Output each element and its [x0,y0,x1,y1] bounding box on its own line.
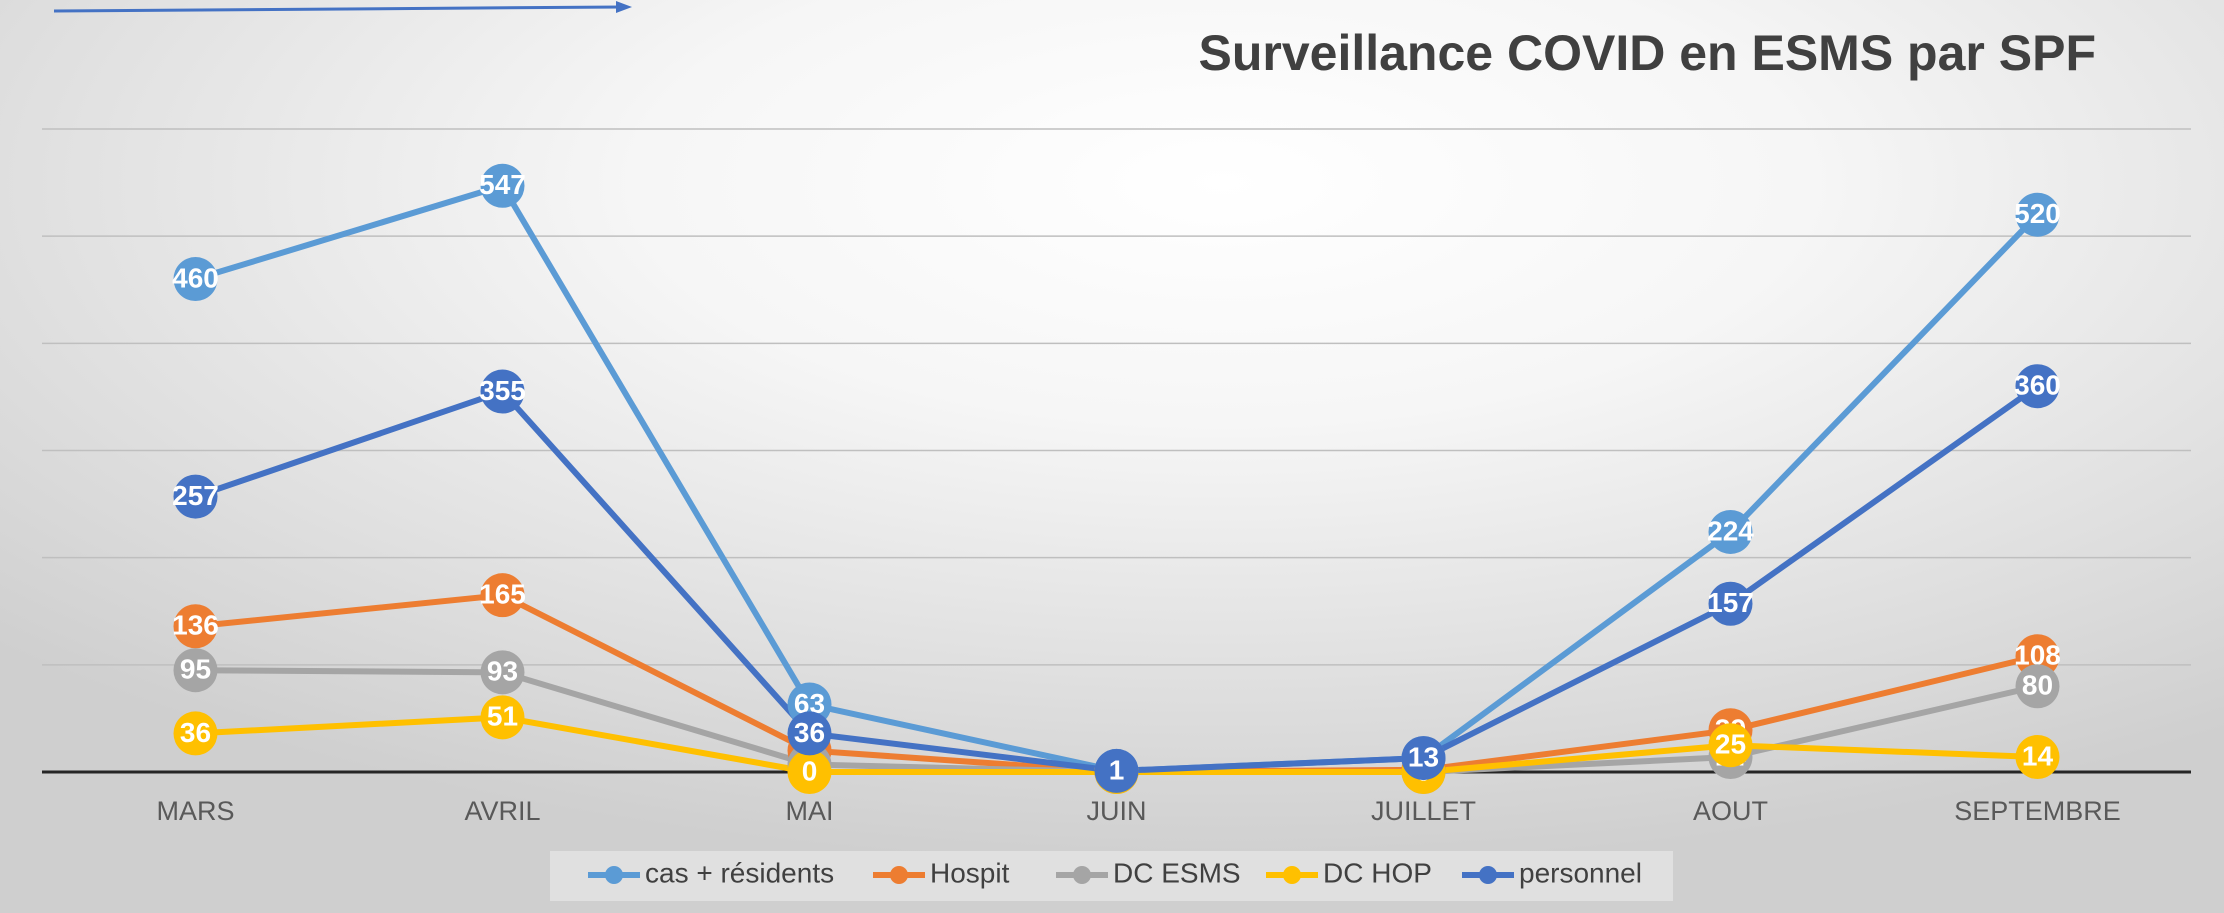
x-tick-label: JUIN [1087,796,1147,826]
data-label: 360 [2014,370,2061,401]
data-point [1094,748,1139,793]
data-label: 36 [180,717,211,748]
legend-label: DC HOP [1323,857,1432,888]
data-point [173,648,218,693]
data-label: 0 [802,755,818,786]
data-label: 36 [794,717,825,748]
data-label: 93 [487,656,518,687]
data-label: 165 [479,579,526,610]
decoration-arrow [616,1,632,13]
data-point [480,369,525,414]
data-label: 14 [2022,740,2054,771]
data-label: 257 [172,480,219,511]
data-label: 25 [1715,729,1746,760]
x-tick-label: MAI [785,796,833,826]
data-label: 157 [1707,587,1754,618]
data-point [173,257,218,302]
data-label: 547 [479,169,526,200]
x-tick-label: JUILLET [1371,796,1476,826]
data-label: 80 [2022,670,2053,701]
data-point [1708,581,1753,626]
data-label: 13 [1408,741,1439,772]
data-point [480,650,525,695]
data-label: 520 [2014,198,2061,229]
data-point [1708,723,1753,768]
data-point [2015,734,2060,779]
data-point [480,695,525,740]
data-point [787,711,832,756]
legend-label: personnel [1519,857,1642,888]
data-point [480,573,525,618]
data-label: 1 [1109,754,1125,785]
data-point [2015,664,2060,709]
legend-marker [1073,866,1091,884]
legend-label: Hospit [930,857,1010,888]
data-label: 95 [180,654,211,685]
legend-label: cas + résidents [645,857,834,888]
x-tick-label: AOUT [1693,796,1768,826]
data-point [2015,364,2060,409]
chart-title: Surveillance COVID en ESMS par SPF [1198,25,2096,81]
data-point [480,163,525,208]
x-tick-label: MARS [156,796,234,826]
data-label: 224 [1707,515,1754,546]
data-point [173,711,218,756]
legend-marker [1283,866,1301,884]
legend-marker [1479,866,1497,884]
x-tick-label: AVRIL [464,796,540,826]
data-label: 51 [487,701,518,732]
x-tick-label: SEPTEMBRE [1954,796,2121,826]
data-point [173,474,218,519]
data-point [1708,509,1753,554]
legend-label: DC ESMS [1113,857,1241,888]
decoration-line [53,5,623,13]
legend-marker [890,866,908,884]
legend-marker [605,866,623,884]
data-label: 355 [479,375,526,406]
data-point [173,604,218,649]
data-label: 460 [172,262,219,293]
data-point [1401,736,1446,781]
data-label: 136 [172,610,219,641]
data-point [787,750,832,794]
data-point [2015,192,2060,237]
